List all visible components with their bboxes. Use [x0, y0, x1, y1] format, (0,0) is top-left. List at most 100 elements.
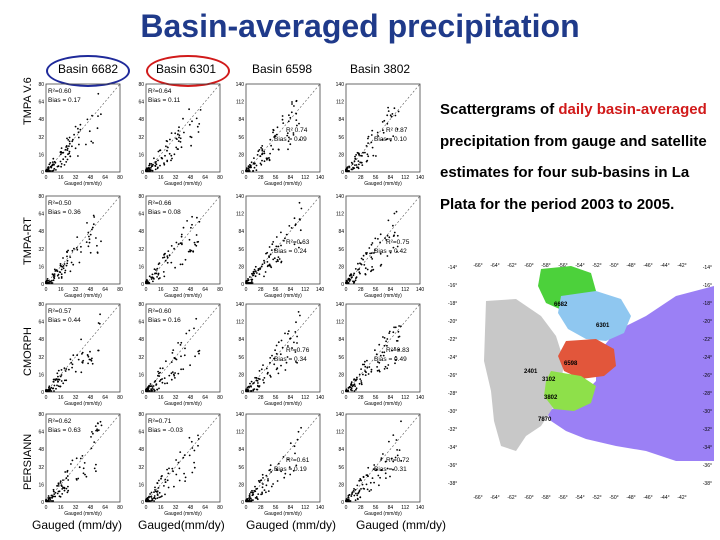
scatter-point — [360, 161, 363, 164]
scatter-point — [53, 160, 56, 163]
scatter-point — [275, 352, 278, 355]
scatter-point — [45, 170, 47, 172]
scatter-point — [64, 271, 66, 274]
y-tick-label: 0 — [341, 282, 344, 288]
scatter-point — [271, 354, 273, 357]
plot-frame — [45, 303, 121, 393]
scatter-point — [300, 207, 303, 210]
scatter-point — [361, 164, 364, 166]
scatter-point — [66, 262, 69, 265]
scatter-point — [64, 148, 67, 151]
scatter-point — [197, 131, 200, 133]
one-to-one-line — [345, 83, 421, 173]
scatter-point — [376, 366, 378, 368]
scatter-point — [291, 101, 293, 103]
scatter-point — [56, 492, 59, 495]
basin-id-label: 6598 — [564, 361, 578, 367]
r-squared-label: R²=0.50 — [48, 200, 72, 207]
scatter-point — [88, 235, 90, 238]
scatter-point — [289, 473, 292, 476]
scatter-point — [45, 498, 47, 501]
scatter-point — [285, 361, 288, 364]
scatter-point — [347, 282, 349, 284]
scatter-points — [45, 420, 103, 502]
scatter-point — [397, 330, 400, 333]
y-tick-label: 28 — [338, 482, 344, 488]
scatter-point — [175, 473, 178, 476]
scatter-point — [173, 357, 176, 360]
scatter-point — [261, 159, 263, 162]
scatter-point — [86, 354, 89, 357]
scatter-point — [89, 358, 92, 361]
scatter-plot: 00 16 16 32 32 48 48 64 64 80 80 Gauged (mm/dy) R²=0… — [38, 194, 123, 298]
scatter-point — [262, 364, 264, 366]
scatter-point — [62, 257, 64, 259]
scatter-point — [360, 380, 363, 382]
scatter-point — [195, 244, 198, 247]
scatter-point — [192, 250, 194, 252]
scatter-point — [268, 256, 270, 259]
scatter-point — [92, 142, 94, 144]
scatter-point — [191, 120, 193, 123]
x-axis-label: Gauged (mm/dy) — [64, 181, 102, 186]
scatter-point — [91, 228, 93, 231]
y-tick-label: 48 — [38, 447, 44, 453]
scatter-point — [359, 161, 362, 164]
scatter-point — [374, 349, 376, 352]
scatter-point — [278, 258, 281, 260]
x-tick-label: 112 — [401, 395, 409, 401]
scatter-point — [95, 429, 97, 432]
scatter-point — [276, 367, 279, 370]
longitude-tick-label: -66° — [473, 495, 482, 501]
x-axis-label: Gauged (mm/dy) — [64, 401, 102, 406]
scatter-point — [371, 266, 373, 268]
scatter-point — [357, 160, 360, 162]
scatter-point — [250, 497, 252, 500]
scatter-point — [353, 494, 356, 497]
scatter-point — [255, 388, 258, 391]
scatter-point — [49, 389, 51, 392]
r-squared-label: R²=0.62 — [48, 418, 72, 425]
scatter-point — [180, 341, 183, 344]
latitude-tick-label: -16° — [448, 283, 457, 289]
longitude-tick-label: -60° — [524, 263, 533, 269]
x-tick-label: 32 — [173, 505, 179, 511]
scatter-point — [353, 281, 355, 284]
x-tick-label: 112 — [401, 505, 409, 511]
scatter-point — [386, 114, 389, 117]
scatter-point — [357, 262, 359, 265]
x-tick-label: 80 — [217, 505, 223, 511]
scatter-point — [286, 134, 289, 137]
scatter-point — [47, 169, 50, 172]
scatter-point — [82, 472, 85, 475]
r-squared-label: R²=0.83 — [386, 347, 410, 354]
scatter-point — [197, 434, 199, 437]
longitude-tick-label: -42° — [677, 263, 686, 269]
x-tick-label: 48 — [188, 175, 194, 181]
y-tick-label: 84 — [338, 337, 344, 343]
scatter-point — [261, 493, 264, 495]
scatter-point — [261, 149, 264, 152]
bias-label: Bias = 0.09 — [274, 136, 307, 143]
scatter-point — [151, 390, 153, 392]
scatter-point — [71, 459, 74, 462]
scatter-point — [172, 349, 175, 351]
y-tick-label: 140 — [336, 82, 345, 88]
scatter-point — [47, 498, 50, 501]
scatter-point — [93, 467, 96, 470]
scatter-point — [170, 261, 173, 264]
scatter-point — [50, 500, 52, 502]
scatter-point — [73, 247, 75, 250]
scatter-point — [58, 277, 60, 279]
scatter-point — [148, 385, 151, 388]
scatter-point — [386, 367, 389, 370]
scatter-point — [159, 164, 161, 167]
scatter-point — [271, 243, 274, 246]
scatter-point — [277, 260, 279, 262]
scatter-point — [289, 337, 292, 340]
scatter-point — [371, 477, 374, 479]
x-tick-label: 80 — [217, 287, 223, 293]
scatter-point — [265, 367, 268, 370]
scatter-point — [387, 106, 389, 109]
scatter-point — [357, 152, 360, 155]
